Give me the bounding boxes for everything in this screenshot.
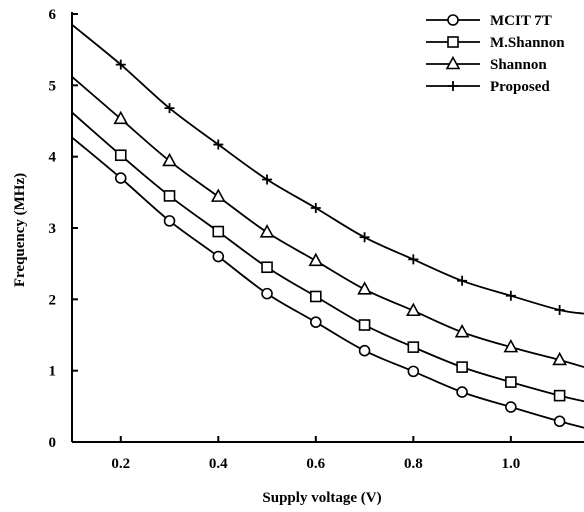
data-point-proposed — [213, 139, 224, 150]
data-point-shannon — [454, 323, 470, 338]
data-point-proposed — [310, 203, 321, 214]
y-tick-label: 2 — [49, 292, 57, 308]
data-point-m-shannon — [407, 341, 420, 353]
data-point-mcit-7t — [407, 365, 420, 378]
series-line-proposed — [71, 24, 584, 315]
y-tick-label: 3 — [49, 221, 57, 237]
data-point-m-shannon — [358, 319, 371, 331]
data-point-shannon — [308, 252, 324, 267]
data-point-shannon — [405, 302, 421, 317]
data-point-proposed — [408, 254, 419, 265]
data-point-shannon — [357, 281, 372, 295]
data-point-mcit-7t — [212, 250, 225, 263]
y-tick-label: 5 — [49, 78, 57, 94]
data-point-mcit-7t — [553, 415, 566, 428]
legend-label-proposed: Proposed — [490, 79, 550, 95]
data-point-m-shannon — [261, 261, 273, 274]
axis-ticks: 0 1 2 3 4 5 6 0.2 0.4 0.6 0.8 1.0 — [49, 7, 521, 472]
x-tick-label: 0.8 — [404, 456, 423, 472]
data-point-m-shannon — [163, 190, 176, 202]
data-point-proposed — [262, 174, 273, 185]
data-point-proposed — [164, 103, 175, 114]
data-point-mcit-7t — [261, 287, 273, 300]
legend: MCIT 7T M.Shannon Shannon Proposed — [426, 13, 565, 95]
data-point-proposed — [115, 59, 126, 70]
data-point-proposed — [359, 232, 370, 243]
data-point-mcit-7t — [358, 344, 371, 357]
x-tick-label: 0.6 — [306, 456, 325, 472]
y-tick-label: 1 — [49, 364, 57, 380]
data-point-proposed — [554, 305, 565, 316]
data-point-shannon — [162, 152, 177, 167]
legend-marker-mcit-7t — [447, 14, 459, 26]
legend-label-mcit-7t: MCIT 7T — [490, 13, 552, 29]
legend-label-shannon: Shannon — [490, 57, 547, 73]
data-point-m-shannon — [456, 361, 468, 373]
data-point-shannon — [503, 338, 519, 353]
data-point-shannon — [259, 224, 275, 238]
data-point-shannon — [552, 351, 567, 366]
y-tick-label: 0 — [49, 435, 57, 451]
x-tick-label: 0.4 — [209, 456, 228, 472]
data-point-shannon — [113, 110, 129, 125]
x-tick-label: 0.2 — [111, 456, 130, 472]
data-point-m-shannon — [505, 376, 517, 388]
data-point-m-shannon — [553, 389, 566, 402]
legend-marker-shannon — [445, 55, 461, 70]
data-point-proposed — [457, 275, 468, 286]
y-tick-label: 6 — [49, 7, 57, 23]
data-point-mcit-7t — [505, 401, 517, 413]
data-point-m-shannon — [310, 290, 322, 303]
series-markers — [113, 59, 567, 428]
legend-marker-m-shannon — [447, 36, 459, 48]
data-point-mcit-7t — [456, 386, 468, 398]
data-point-shannon — [210, 188, 226, 202]
data-point-m-shannon — [114, 149, 127, 162]
data-point-mcit-7t — [163, 215, 176, 227]
data-point-proposed — [505, 290, 516, 301]
data-point-m-shannon — [212, 225, 225, 238]
series-line-m-shannon — [71, 111, 584, 403]
x-axis-label: Supply voltage (V) — [262, 490, 381, 506]
y-tick-label: 4 — [49, 150, 57, 166]
series-line-shannon — [71, 76, 584, 368]
y-axis-label: Frequency (MHz) — [12, 173, 28, 287]
legend-marker-proposed — [448, 81, 458, 91]
legend-label-m-shannon: M.Shannon — [490, 35, 565, 51]
data-point-mcit-7t — [114, 172, 127, 184]
x-tick-label: 1.0 — [501, 456, 520, 472]
data-point-mcit-7t — [310, 316, 322, 328]
